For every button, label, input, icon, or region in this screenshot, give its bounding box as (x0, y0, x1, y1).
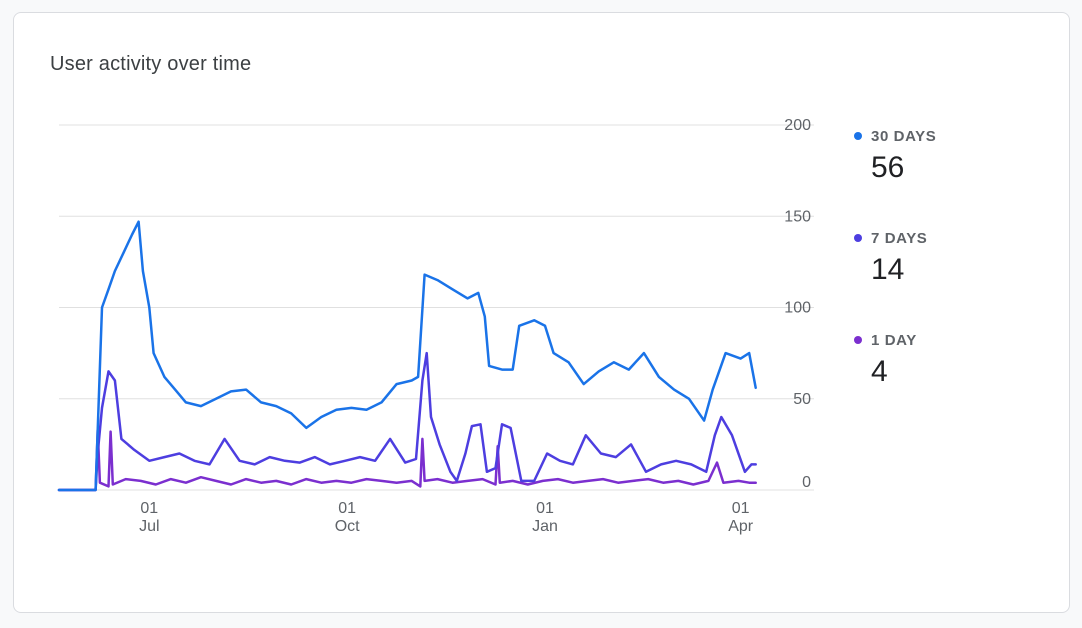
legend-value-7-days: 14 (871, 253, 905, 286)
legend-value-1-day: 4 (871, 355, 888, 388)
legend-dot-1-day (854, 336, 862, 344)
legend-item-1-day[interactable]: 1 DAY 4 (854, 329, 1034, 431)
series-line-7-days (57, 351, 757, 492)
legend-dot-7-days (854, 234, 862, 242)
x-tick-day-oct: 01 (338, 500, 356, 517)
chart-legend: 30 DAYS 56 7 DAYS 14 1 DAY 4 (854, 125, 1034, 431)
legend-label-1-day: 1 DAY (871, 331, 917, 349)
series-line-1-day (57, 428, 757, 492)
y-tick-label-150: 150 (784, 208, 811, 225)
legend-item-30-days[interactable]: 30 DAYS 56 (854, 125, 1034, 227)
y-tick-label-200: 200 (784, 117, 811, 134)
series-line-30-days (57, 220, 757, 492)
y-tick-label-50: 50 (793, 391, 811, 408)
x-tick-day-apr: 01 (732, 500, 750, 517)
x-tick-month-oct: Oct (335, 518, 360, 535)
x-tick-month-apr: Apr (728, 518, 754, 535)
x-tick-month-jul: Jul (139, 518, 159, 535)
y-tick-label-100: 100 (784, 300, 811, 317)
legend-item-7-days[interactable]: 7 DAYS 14 (854, 227, 1034, 329)
x-tick-day-jul: 01 (140, 500, 158, 517)
user-activity-card: User activity over time 0 50 100 150 200 01 Ju… (13, 12, 1070, 613)
card-title: User activity over time (50, 53, 252, 75)
legend-value-30-days: 56 (871, 151, 905, 184)
x-tick-day-jan: 01 (536, 500, 554, 517)
legend-label-30-days: 30 DAYS (871, 127, 937, 145)
legend-dot-30-days (854, 132, 862, 140)
y-tick-label-0: 0 (802, 474, 811, 491)
legend-label-7-days: 7 DAYS (871, 229, 928, 247)
x-tick-month-jan: Jan (532, 518, 558, 535)
